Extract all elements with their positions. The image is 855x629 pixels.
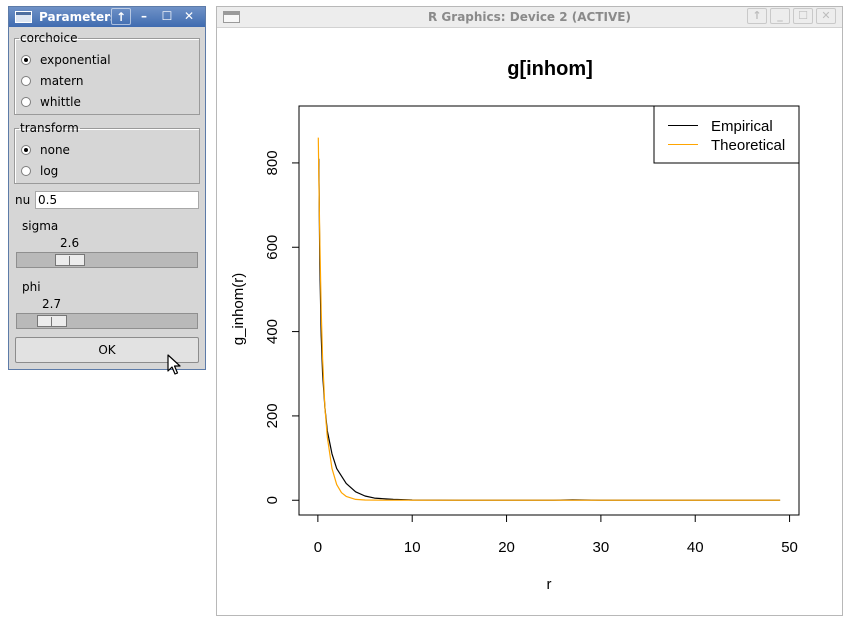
transform-group: transform bbox=[14, 122, 200, 184]
radio-button[interactable] bbox=[21, 97, 31, 107]
x-axis: 0 10 20 30 40 50 bbox=[314, 514, 798, 556]
close-icon[interactable]: ✕ bbox=[183, 9, 195, 23]
legend: Empirical Theoretical bbox=[653, 105, 800, 164]
y-axis: 0 200 400 600 800 bbox=[264, 150, 300, 504]
raise-window-icon[interactable]: ↑ bbox=[747, 8, 767, 24]
minimize-icon[interactable]: _ bbox=[770, 8, 790, 24]
legend-label-empirical: Empirical bbox=[711, 118, 773, 135]
radio-label: whittle bbox=[40, 95, 81, 109]
parameters-window: Parameters ↑ – ☐ ✕ corchoice exponential… bbox=[8, 6, 206, 370]
corchoice-legend: corchoice bbox=[20, 31, 78, 45]
radio-label: matern bbox=[40, 74, 84, 88]
maximize-icon[interactable]: ☐ bbox=[161, 9, 173, 23]
sigma-label: sigma bbox=[22, 219, 59, 233]
radio-button-selected[interactable] bbox=[21, 145, 31, 155]
legend-box bbox=[653, 105, 800, 164]
raise-window-icon[interactable]: ↑ bbox=[111, 8, 131, 25]
plot-title: g[inhom] bbox=[507, 58, 593, 80]
corchoice-group: corchoice bbox=[14, 32, 200, 115]
radio-label: log bbox=[40, 164, 59, 178]
x-tick-label: 10 bbox=[404, 539, 421, 556]
phi-slider-handle[interactable] bbox=[36, 315, 67, 327]
x-tick-label: 50 bbox=[781, 539, 798, 556]
graphics-titlebar[interactable]: R Graphics: Device 2 (ACTIVE) ↑ _ ☐ ✕ bbox=[217, 7, 842, 28]
nu-label: nu bbox=[15, 193, 31, 207]
sigma-slider[interactable] bbox=[16, 252, 198, 268]
maximize-icon[interactable]: ☐ bbox=[793, 8, 813, 24]
window-menu-icon[interactable] bbox=[223, 11, 240, 23]
phi-value: 2.7 bbox=[42, 297, 62, 311]
y-tick-label: 0 bbox=[264, 496, 281, 504]
plot-area: g[inhom] 0 10 20 30 40 50 0 200 400 600 800 r g_i… bbox=[230, 58, 800, 593]
graphics-window-title: R Graphics: Device 2 (ACTIVE) bbox=[428, 10, 631, 24]
phi-slider[interactable] bbox=[16, 313, 198, 329]
graphics-window: R Graphics: Device 2 (ACTIVE) ↑ _ ☐ ✕ g[… bbox=[216, 6, 843, 616]
radio-button[interactable] bbox=[21, 166, 31, 176]
y-tick-label: 800 bbox=[264, 150, 281, 175]
mouse-pointer-icon bbox=[167, 354, 181, 375]
y-axis-label: g_inhom(r) bbox=[230, 273, 247, 346]
x-tick-label: 0 bbox=[314, 539, 322, 556]
radio-label: none bbox=[40, 143, 70, 157]
close-icon[interactable]: ✕ bbox=[816, 8, 836, 24]
x-tick-label: 30 bbox=[593, 539, 610, 556]
series-line-theoretical bbox=[317, 137, 781, 501]
plot-frame bbox=[298, 105, 800, 516]
legend-label-theoretical: Theoretical bbox=[711, 137, 785, 154]
radio-button-selected[interactable] bbox=[21, 55, 31, 65]
parameters-titlebar[interactable]: Parameters ↑ – ☐ ✕ bbox=[9, 7, 205, 27]
window-menu-icon[interactable] bbox=[15, 11, 32, 23]
y-tick-label: 200 bbox=[264, 403, 281, 428]
transform-legend: transform bbox=[20, 121, 79, 135]
nu-input[interactable] bbox=[35, 191, 199, 209]
x-tick-label: 40 bbox=[687, 539, 704, 556]
radio-label: exponential bbox=[40, 53, 111, 67]
y-tick-label: 600 bbox=[264, 235, 281, 260]
series-line-empirical bbox=[318, 158, 781, 501]
sigma-slider-handle[interactable] bbox=[54, 254, 85, 266]
sigma-value: 2.6 bbox=[60, 236, 80, 250]
parameters-window-title: Parameters bbox=[39, 10, 111, 24]
x-tick-label: 20 bbox=[498, 539, 515, 556]
phi-label: phi bbox=[22, 280, 41, 294]
minimize-icon[interactable]: – bbox=[141, 9, 147, 23]
x-axis-label: r bbox=[547, 576, 552, 593]
radio-button[interactable] bbox=[21, 76, 31, 86]
series-layer bbox=[317, 137, 781, 501]
y-tick-label: 400 bbox=[264, 319, 281, 344]
